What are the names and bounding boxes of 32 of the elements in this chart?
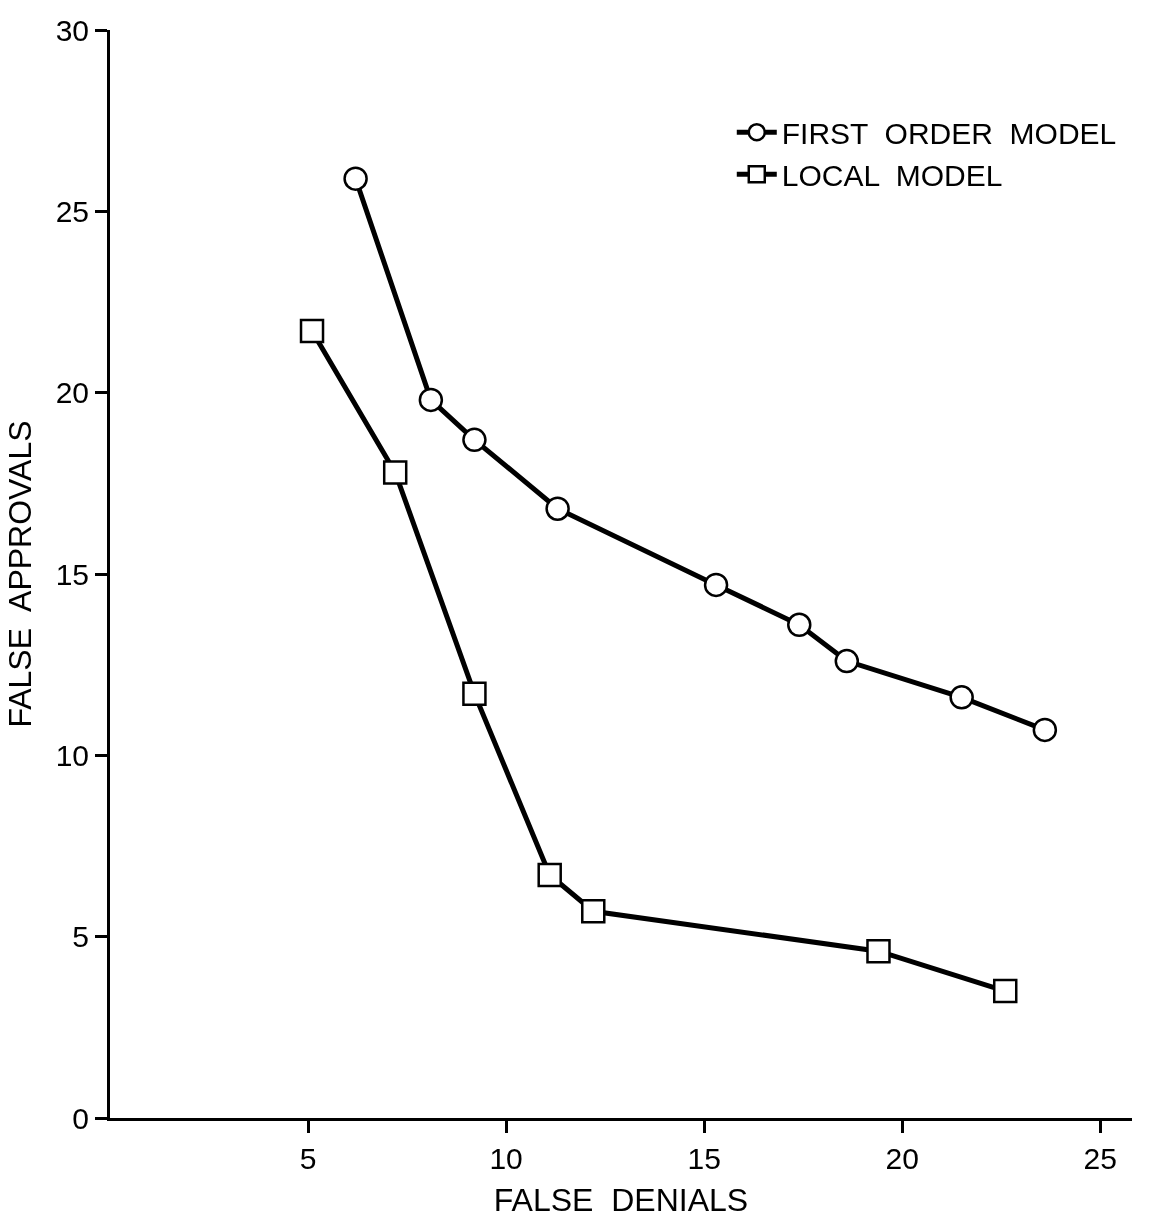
point: [462, 681, 487, 706]
y-tick-label: 0: [72, 1101, 89, 1135]
point: [866, 938, 891, 964]
x-axis-title: FALSE DENIALS: [493, 1181, 749, 1218]
x-tick-label: 5: [299, 1142, 317, 1175]
y-axis-title: FALSE APPROVALS: [1, 420, 38, 728]
point: [343, 166, 368, 191]
point: [462, 427, 487, 453]
legend-label: FIRST ORDER MODEL: [781, 116, 1117, 150]
x-tick-label: 10: [489, 1142, 523, 1175]
y-tick-label: 30: [55, 13, 89, 47]
x-tick-label: 20: [885, 1142, 919, 1175]
point: [537, 862, 562, 888]
point: [418, 387, 444, 413]
y-tick-label: 5: [72, 920, 89, 954]
point: [382, 460, 408, 485]
point: [581, 899, 606, 924]
point: [992, 978, 1018, 1004]
y-tick-label: 20: [55, 376, 89, 410]
y-tick-label: 25: [55, 194, 89, 228]
point: [1032, 717, 1058, 743]
point: [834, 648, 860, 674]
point: [787, 612, 812, 638]
point: [703, 572, 729, 598]
point: [299, 318, 325, 344]
y-tick-label: 15: [55, 557, 89, 591]
x-tick-label: 15: [687, 1142, 721, 1175]
x-tick-label: 25: [1083, 1142, 1117, 1175]
point: [545, 496, 570, 521]
point: [949, 685, 974, 710]
y-tick-label: 10: [55, 738, 89, 772]
legend-label: LOCAL MODEL: [781, 158, 1003, 192]
